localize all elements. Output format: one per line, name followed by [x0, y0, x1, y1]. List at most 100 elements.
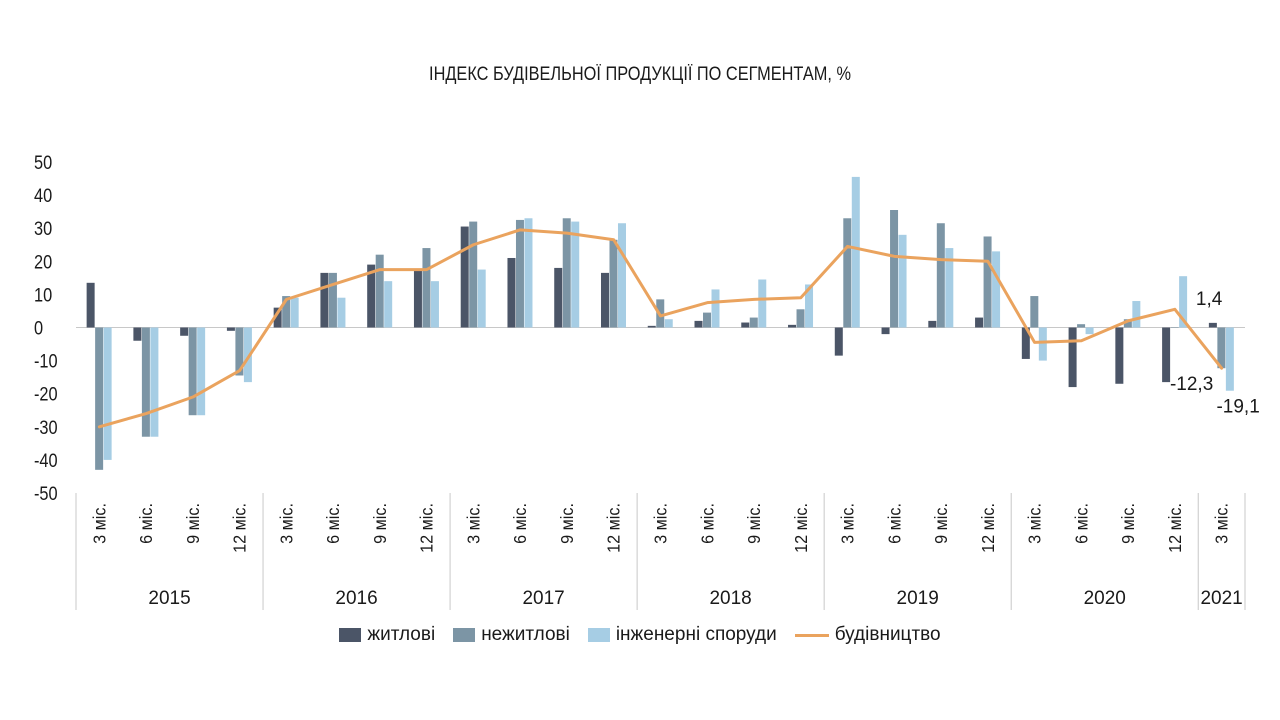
x-tick-label: 9 міс. — [557, 503, 577, 544]
bar-engineering — [571, 221, 580, 328]
bar-nonresidential — [843, 218, 852, 328]
bar-nonresidential — [469, 221, 478, 328]
x-tick-label: 3 міс. — [651, 503, 671, 544]
bar-nonresidential — [609, 239, 618, 328]
bar-nonresidential — [562, 218, 571, 328]
y-tick-label: 40 — [34, 185, 52, 206]
bar-engineering — [103, 327, 112, 460]
bar-residential — [1021, 327, 1030, 359]
y-tick-label: 30 — [34, 218, 52, 239]
x-tick-label: 3 міс. — [1212, 503, 1232, 544]
bar-nonresidential — [936, 223, 945, 328]
bar-nonresidential — [422, 248, 431, 328]
bar-residential — [881, 327, 890, 335]
bar-engineering — [664, 319, 673, 328]
x-tick-label: 12 міс. — [1165, 503, 1185, 553]
bar-nonresidential — [1170, 327, 1179, 328]
bar-residential — [834, 327, 843, 356]
bar-engineering — [992, 251, 1001, 328]
x-tick-label: 3 міс. — [90, 503, 110, 544]
y-tick-label: 20 — [34, 251, 52, 272]
x-tick-label: 9 міс. — [931, 503, 951, 544]
bar-residential — [226, 327, 235, 331]
legend: житлові нежитлові інженерні споруди буді… — [0, 624, 1280, 646]
legend-label-construction: будівництво — [834, 624, 941, 645]
bar-engineering — [337, 297, 346, 328]
chart-title: ІНДЕКС БУДІВЕЛЬНОЇ ПРОДУКЦІЇ ПО СЕГМЕНТА… — [429, 64, 851, 85]
bar-nonresidential — [890, 210, 899, 328]
x-tick-label: 12 міс. — [791, 503, 811, 553]
bar-engineering — [1132, 301, 1141, 328]
bar-residential — [1115, 327, 1124, 384]
bar-nonresidential — [703, 312, 712, 328]
x-tick-label: 12 міс. — [604, 503, 624, 553]
bar-residential — [975, 317, 984, 328]
x-tick-label: 12 міс. — [417, 503, 437, 553]
x-tick-label: 6 міс. — [323, 503, 343, 544]
x-tick-label: 9 міс. — [370, 503, 390, 544]
year-label: 2015 — [148, 588, 190, 609]
bar-engineering — [758, 279, 767, 328]
legend-item-engineering: інженерні споруди — [587, 624, 777, 646]
legend-label-nonresidential: нежитлові — [481, 624, 570, 645]
bar-engineering — [1179, 276, 1188, 328]
bar-engineering — [430, 281, 439, 328]
bar-residential — [1208, 322, 1217, 328]
x-tick-label: 9 міс. — [1118, 503, 1138, 544]
bar-engineering — [243, 327, 252, 383]
bar-residential — [741, 322, 750, 328]
bar-engineering — [945, 248, 954, 328]
y-tick-label: -30 — [34, 417, 58, 438]
legend-item-construction: будівництво — [794, 624, 941, 646]
x-tick-label: 6 міс. — [885, 503, 905, 544]
bar-engineering — [898, 234, 907, 328]
y-tick-label: 0 — [34, 317, 43, 338]
bar-residential — [367, 264, 376, 328]
line-construction — [97, 228, 1224, 429]
bar-nonresidential — [188, 327, 197, 416]
bar-engineering — [711, 289, 720, 328]
bar-nonresidential — [1077, 324, 1086, 328]
legend-swatch-construction — [794, 633, 829, 637]
bar-engineering — [1085, 327, 1094, 335]
y-tick-label: -10 — [34, 350, 58, 371]
y-tick-label: -20 — [34, 384, 58, 405]
legend-item-residential: житлові — [339, 624, 435, 646]
bar-engineering — [197, 327, 206, 416]
x-tick-label: 9 міс. — [183, 503, 203, 544]
bar-engineering — [477, 269, 486, 328]
bar-nonresidential — [515, 219, 524, 328]
x-tick-label: 3 міс. — [464, 503, 484, 544]
bar-residential — [1068, 327, 1077, 388]
year-label: 2021 — [1200, 588, 1242, 609]
bar-engineering — [617, 223, 626, 328]
x-tick-label: 6 міс. — [1072, 503, 1092, 544]
bar-nonresidential — [141, 327, 150, 437]
bar-residential — [647, 325, 656, 328]
bar-residential — [554, 267, 563, 328]
legend-label-engineering: інженерні споруди — [615, 624, 777, 645]
bar-residential — [928, 320, 937, 328]
bar-nonresidential — [1123, 319, 1132, 328]
year-label: 2020 — [1084, 588, 1126, 609]
bar-nonresidential — [95, 327, 104, 470]
bar-residential — [320, 272, 329, 328]
bar-residential — [694, 320, 703, 328]
bar-engineering — [851, 176, 860, 328]
x-tick-label: 3 міс. — [1025, 503, 1045, 544]
y-tick-label: 10 — [34, 284, 52, 305]
year-label: 2019 — [897, 588, 939, 609]
bar-residential — [600, 272, 609, 328]
data-label-engineering: -19,1 — [1216, 397, 1259, 418]
x-tick-label: 6 міс. — [510, 503, 530, 544]
bar-engineering — [1038, 327, 1047, 361]
bar-residential — [460, 226, 469, 328]
y-tick-label: -50 — [34, 483, 58, 504]
x-tick-label: 6 міс. — [697, 503, 717, 544]
bar-residential — [788, 324, 797, 328]
bar-engineering — [150, 327, 159, 437]
bar-residential — [180, 327, 189, 336]
year-label: 2017 — [522, 588, 564, 609]
